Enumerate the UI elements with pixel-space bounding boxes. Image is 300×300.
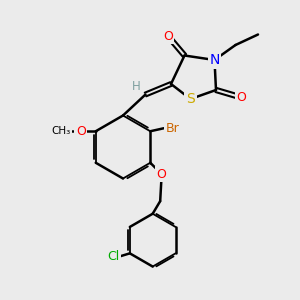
Text: S: S	[186, 92, 195, 106]
Text: Br: Br	[166, 122, 180, 135]
Text: O: O	[237, 91, 246, 104]
Text: Cl: Cl	[107, 250, 119, 263]
Text: N: N	[209, 53, 220, 67]
Text: O: O	[157, 168, 166, 181]
Text: O: O	[163, 29, 173, 43]
Text: O: O	[76, 125, 86, 138]
Text: CH₃: CH₃	[52, 126, 71, 136]
Text: H: H	[132, 80, 141, 94]
